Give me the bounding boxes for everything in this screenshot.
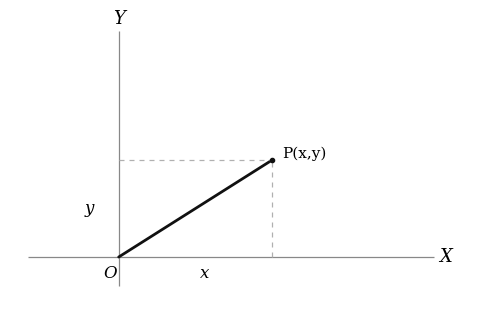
- Text: O: O: [104, 265, 118, 282]
- Text: P(x,y): P(x,y): [282, 147, 326, 161]
- Text: Y: Y: [113, 10, 124, 28]
- Text: x: x: [200, 265, 209, 282]
- Text: X: X: [440, 248, 452, 266]
- Text: y: y: [85, 200, 94, 217]
